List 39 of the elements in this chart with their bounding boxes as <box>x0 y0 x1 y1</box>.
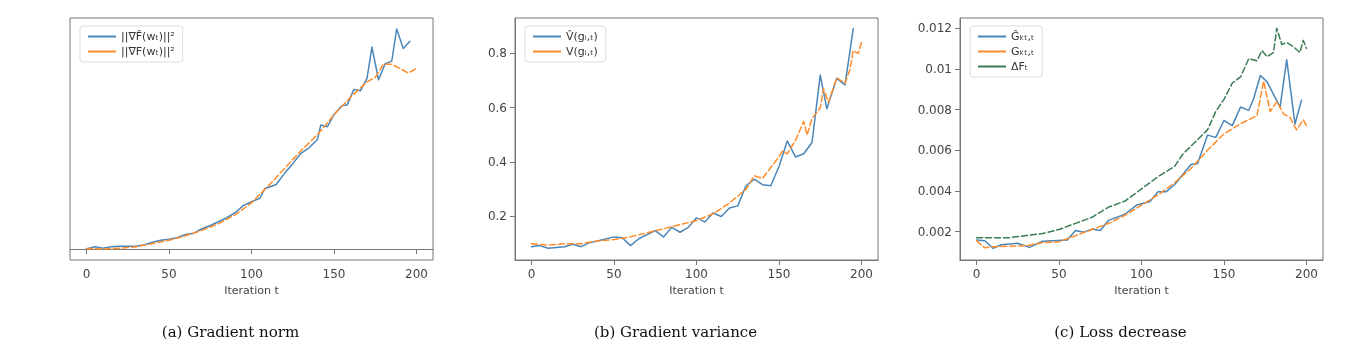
legend-label: V̂(gᵢ,ₜ) <box>566 30 598 43</box>
y-tick-label: 0.008 <box>917 102 952 117</box>
text: (b) Gradient variance <box>593 322 758 341</box>
x-tick-label: 200 <box>850 267 873 281</box>
x-tick-label: 50 <box>606 267 622 281</box>
y-tick-label: 0.2 <box>487 209 507 224</box>
legend-label: ||∇F(wₜ)||² <box>121 45 175 58</box>
x-tick-label: 0 <box>527 267 536 281</box>
y-tick-label: 0.004 <box>917 183 952 198</box>
x-axis-title: Iteration t <box>1114 283 1170 297</box>
x-tick-label: 200 <box>1295 267 1318 281</box>
y-tick-label: 0.4 <box>487 155 507 170</box>
x-tick-label: 100 <box>1130 267 1153 281</box>
x-tick-label: 50 <box>161 267 177 281</box>
x-tick-label: 200 <box>405 267 428 281</box>
legend-label: Gₖₜ,ₜ <box>1011 45 1035 58</box>
y-tick-label: 0.8 <box>487 46 507 61</box>
text: (c) Loss decrease <box>1054 322 1187 341</box>
x-tick-label: 50 <box>1051 267 1067 281</box>
y-tick-label: 0.6 <box>487 100 507 115</box>
x-tick-label: 100 <box>240 267 263 281</box>
legend-label: V(gᵢ,ₜ) <box>566 45 598 58</box>
legend-label: ΔFₜ <box>1011 60 1029 73</box>
x-tick-label: 100 <box>685 267 708 281</box>
x-axis-title: Iteration t <box>669 283 725 297</box>
x-tick-label: 150 <box>1212 267 1236 281</box>
legend-label: ||∇F̂(wₜ)||² <box>121 30 175 43</box>
legend-label: Ĝₖₜ,ₜ <box>1011 30 1035 43</box>
x-tick-label: 0 <box>82 267 91 281</box>
x-tick-label: 150 <box>767 267 791 281</box>
line-series <box>975 27 1308 239</box>
y-tick-label: 0.01 <box>925 61 952 76</box>
x-tick-label: 0 <box>972 267 981 281</box>
text: (a) Gradient norm <box>161 322 300 341</box>
y-tick-label: 0.012 <box>917 21 952 36</box>
y-tick-label: 0.006 <box>917 143 952 158</box>
x-axis-title: Iteration t <box>224 283 280 297</box>
y-tick-label: 0.002 <box>917 224 952 239</box>
x-tick-label: 150 <box>322 267 346 281</box>
